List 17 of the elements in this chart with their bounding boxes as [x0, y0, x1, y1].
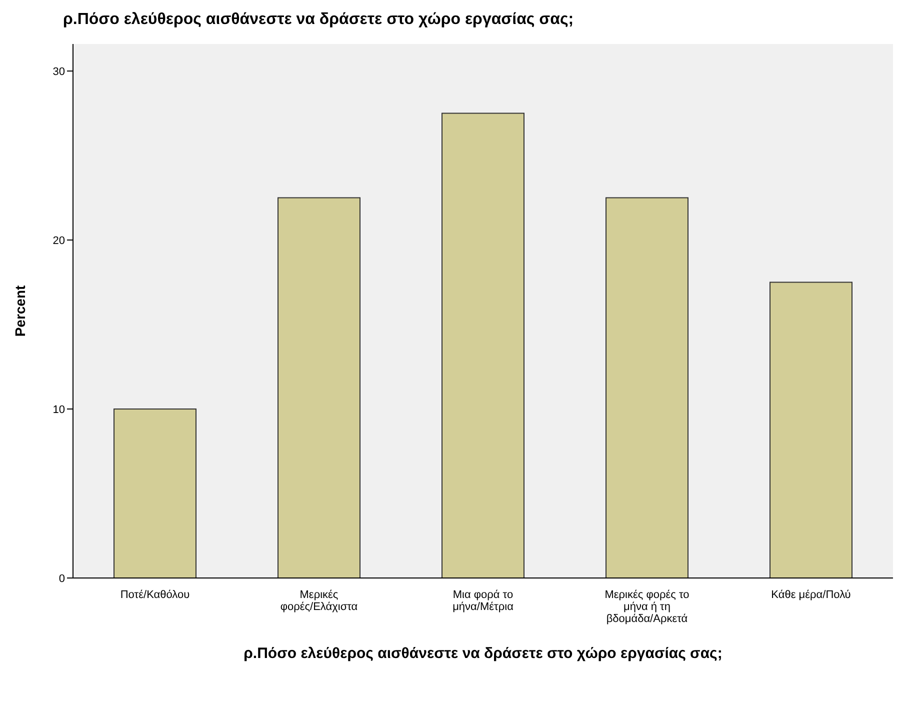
- y-tick-label: 20: [52, 234, 65, 247]
- bar: [278, 197, 360, 578]
- chart-title: ρ.Πόσο ελεύθερος αισθάνεστε να δράσετε στο χώρο εργασίας σας;: [62, 10, 575, 30]
- y-tick-label: 10: [52, 404, 65, 416]
- x-tick-label: Μερικές φορές το μήνα ή τη βδομάδα/Αρκετά: [604, 589, 690, 625]
- x-tick-label: Κάθε μέρα/Πολύ: [771, 589, 851, 601]
- bar: [770, 282, 852, 578]
- x-tick-label: Ποτέ/Καθόλου: [120, 589, 190, 601]
- y-tick-label: 30: [52, 66, 65, 78]
- x-tick-label: Μερικές φορές/Ελάχιστα: [280, 589, 358, 613]
- y-tick-label: 0: [58, 572, 65, 585]
- y-axis-title: Percent: [12, 284, 28, 337]
- x-tick-label: Μια φορά το μήνα/Μέτρια: [452, 589, 514, 613]
- bar: [442, 112, 524, 578]
- bar: [606, 197, 688, 578]
- bar: [114, 408, 196, 578]
- x-axis-title: ρ.Πόσο ελεύθερος αισθάνεστε να δράσετε στο χώρο εργασίας σας;: [244, 645, 722, 662]
